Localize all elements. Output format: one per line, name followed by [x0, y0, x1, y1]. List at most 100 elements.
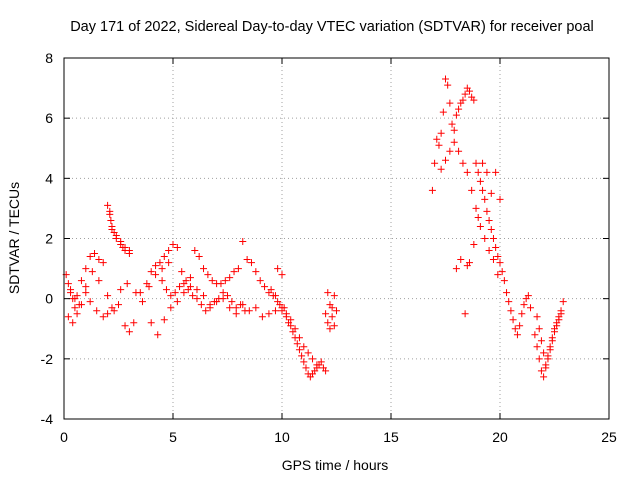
data-point [326, 325, 334, 333]
data-point [152, 271, 160, 279]
x-tick-label: 20 [492, 429, 508, 445]
data-point [123, 280, 131, 288]
data-point [106, 207, 114, 215]
data-point [162, 286, 170, 294]
y-tick-label: -4 [41, 411, 54, 427]
data-point [267, 286, 275, 294]
data-point [121, 322, 129, 330]
data-point [474, 168, 482, 176]
data-point [204, 271, 212, 279]
data-point [243, 256, 251, 264]
data-point [487, 225, 495, 233]
data-point [513, 331, 521, 339]
data-point [487, 189, 495, 197]
data-point [86, 253, 94, 261]
data-point [112, 235, 120, 242]
data-point [330, 292, 338, 300]
data-point [317, 358, 325, 366]
data-point [271, 292, 279, 300]
data-point [173, 298, 181, 306]
data-point [302, 364, 310, 372]
data-point [95, 256, 103, 264]
data-point [158, 265, 166, 273]
data-point [435, 141, 443, 149]
data-point [524, 292, 532, 300]
y-tick-label: 0 [45, 291, 53, 307]
data-point [295, 346, 303, 354]
data-point [322, 367, 330, 375]
data-point [483, 168, 491, 176]
data-point [247, 259, 255, 267]
data-point [121, 244, 129, 252]
data-point [470, 241, 478, 249]
data-point [476, 177, 484, 185]
data-point [64, 280, 72, 288]
data-point [326, 301, 334, 309]
data-point [498, 268, 506, 276]
data-point [99, 313, 107, 321]
data-point [503, 289, 511, 297]
data-point [75, 301, 83, 309]
x-axis-label: GPS time / hours [282, 457, 389, 473]
data-point [537, 367, 545, 375]
data-point [300, 343, 308, 351]
data-point [322, 310, 330, 318]
data-point [152, 262, 160, 270]
data-point [200, 265, 208, 273]
data-point [104, 201, 112, 209]
data-point [496, 195, 504, 203]
data-point [117, 238, 125, 246]
data-point [202, 307, 210, 315]
data-point [479, 159, 487, 167]
y-tick-label: 4 [45, 170, 53, 186]
data-point [476, 222, 484, 230]
data-point [282, 310, 290, 318]
data-point [226, 274, 234, 282]
data-point [465, 259, 473, 267]
data-point [492, 244, 500, 252]
data-point [189, 292, 197, 300]
data-point [93, 307, 101, 315]
data-point [444, 81, 452, 89]
data-point [446, 99, 454, 107]
data-point [210, 298, 218, 306]
data-point [125, 247, 133, 255]
data-point [533, 343, 541, 351]
data-point [73, 310, 81, 318]
data-point [99, 259, 107, 267]
data-point [184, 286, 192, 294]
data-point [328, 313, 336, 321]
data-point [230, 268, 238, 276]
data-point [271, 307, 279, 315]
data-point [278, 304, 286, 312]
data-point [459, 96, 467, 104]
data-point [67, 286, 75, 294]
data-point [147, 319, 155, 327]
data-point [518, 310, 526, 318]
data-point [234, 265, 242, 273]
data-point [226, 304, 234, 312]
data-point [160, 253, 168, 261]
data-point [156, 259, 164, 267]
data-point [239, 238, 247, 246]
data-point [165, 259, 173, 267]
data-point [496, 259, 504, 267]
data-point [274, 298, 282, 306]
data-point [91, 250, 99, 258]
data-series-sdtvar [62, 75, 567, 381]
data-point [431, 159, 439, 167]
data-point [221, 277, 229, 285]
y-tick-label: 6 [45, 110, 53, 126]
data-point [546, 346, 554, 354]
data-point [551, 328, 558, 336]
data-point [138, 298, 146, 306]
data-point [437, 129, 445, 137]
data-point [295, 334, 303, 342]
data-point [208, 277, 216, 285]
data-point [110, 307, 118, 315]
data-point [531, 331, 539, 339]
data-point [542, 361, 550, 369]
data-point [459, 159, 467, 167]
data-point [219, 289, 227, 297]
data-point [258, 313, 266, 321]
